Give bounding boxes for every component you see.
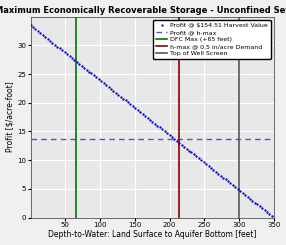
Top of Well Screen <box>237 210 241 213</box>
Profit @ $154.51 Harvest Value <box>204 163 208 166</box>
Profit @ h-max <box>29 138 32 141</box>
Profit @ h-max <box>29 138 33 141</box>
Profit @ $154.51 Harvest Value <box>272 216 275 219</box>
X-axis label: Depth-to-Water: Land Surface to Aquifer Bottom [feet]: Depth-to-Water: Land Surface to Aquifer … <box>48 231 256 239</box>
Profit @ $154.51 Harvest Value <box>182 145 185 148</box>
DFC Max (+65 feet) <box>74 210 78 213</box>
Profit @ $154.51 Harvest Value <box>206 163 209 166</box>
Y-axis label: Profit [$/acre-foot]: Profit [$/acre-foot] <box>5 82 15 152</box>
Legend: Profit @ $154.51 Harvest Value, Profit @ h-max, DFC Max (+65 feet), h-max @ 0.5 : Profit @ $154.51 Harvest Value, Profit @… <box>153 20 271 59</box>
Line: Profit @ $154.51 Harvest Value: Profit @ $154.51 Harvest Value <box>29 24 275 218</box>
DFC Max (+65 feet) <box>74 216 78 219</box>
Title: Maximum Economically Recoverable Storage - Unconfined Setting: Maximum Economically Recoverable Storage… <box>0 6 286 14</box>
Profit @ $154.51 Harvest Value <box>29 24 32 27</box>
Top of Well Screen <box>237 216 241 219</box>
Profit @ $154.51 Harvest Value <box>108 86 112 89</box>
Profit @ $154.51 Harvest Value <box>125 100 128 103</box>
h-max @ 0.5 in/acre Demand <box>177 210 180 213</box>
Profit @ $154.51 Harvest Value <box>58 47 61 50</box>
h-max @ 0.5 in/acre Demand <box>177 216 180 219</box>
